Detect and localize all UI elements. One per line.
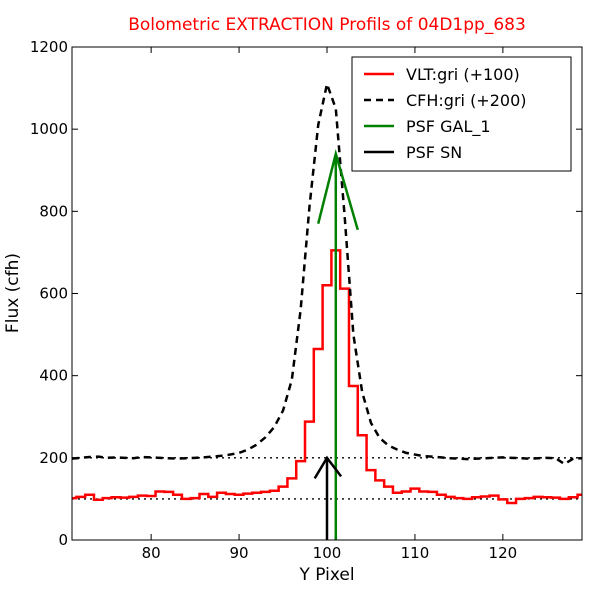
legend-label-psf-gal-1: PSF GAL_1: [406, 117, 491, 137]
legend: VLT:gri (+100) CFH:gri (+200) PSF GAL_1 PSF…: [351, 56, 572, 172]
x-tick-label: 90: [230, 544, 249, 562]
y-tick-label: 200: [39, 449, 68, 467]
y-tick-label: 400: [39, 367, 68, 385]
y-tick-label: 0: [58, 531, 68, 549]
legend-label-cfh-gri-200: CFH:gri (+200): [406, 91, 527, 110]
y-axis-label: Flux (cfh): [3, 253, 23, 333]
x-tick-label: 80: [142, 544, 161, 562]
chart-title: Bolometric EXTRACTION Profils of 04D1pp_…: [128, 15, 526, 35]
arrowhead-psf-gal-1: [316, 149, 359, 231]
y-tick-label: 1200: [30, 38, 68, 56]
series-cfh-gri-200: [72, 79, 582, 466]
y-tick-label: 1000: [30, 120, 68, 138]
legend-label-psf-sn: PSF SN: [406, 143, 462, 162]
y-tick-label: 800: [39, 202, 68, 220]
x-tick-label: 100: [313, 544, 342, 562]
series-vlt-gri-100: [72, 249, 582, 505]
x-axis-label: Y Pixel: [298, 565, 354, 585]
legend-label-vlt-gri-100: VLT:gri (+100): [406, 65, 520, 84]
y-tick-label: 600: [39, 285, 68, 303]
arrowhead-psf-sn: [313, 455, 343, 480]
x-tick-label: 110: [401, 544, 430, 562]
x-tick-label: 120: [489, 544, 518, 562]
